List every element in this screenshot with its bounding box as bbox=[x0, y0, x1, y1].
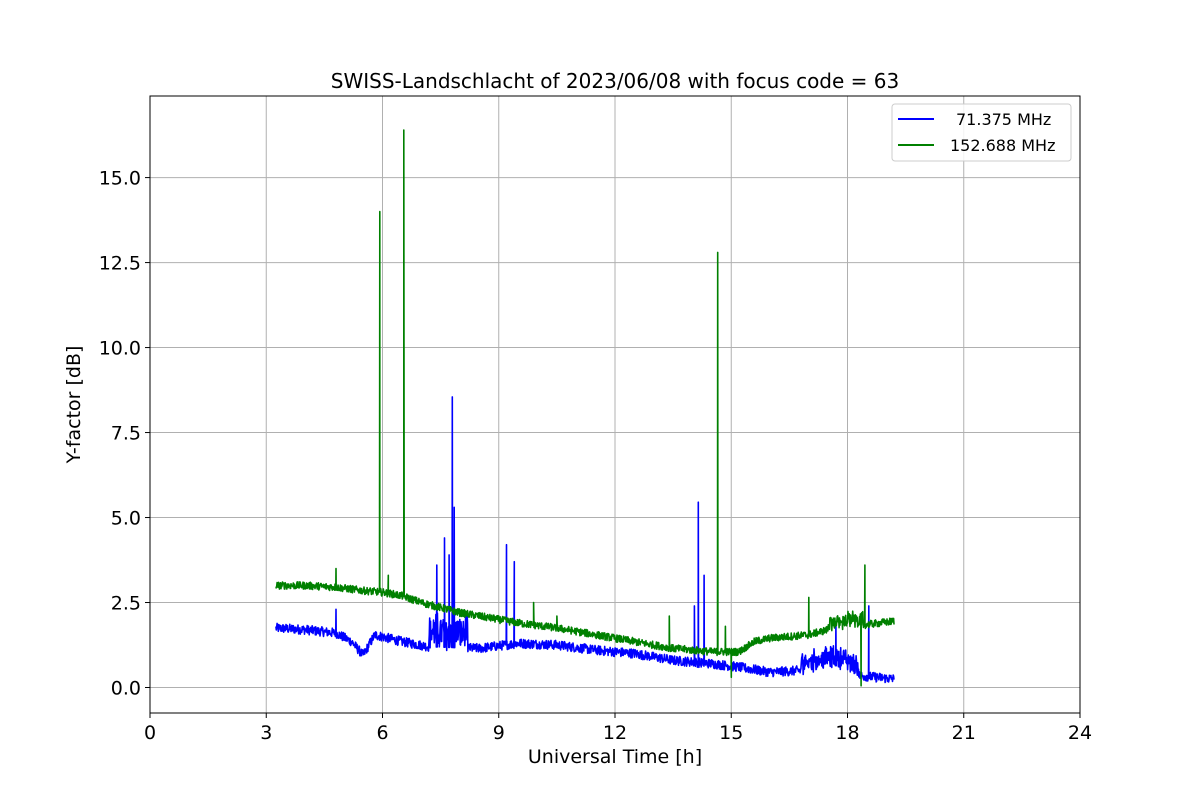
x-tick-label: 12 bbox=[603, 722, 627, 744]
chart-title: SWISS-Landschlacht of 2023/06/08 with fo… bbox=[331, 69, 899, 93]
legend: 71.375 MHz 152.688 MHz bbox=[891, 103, 1072, 162]
y-tick-label: 10.0 bbox=[99, 338, 141, 360]
x-tick-label: 0 bbox=[144, 722, 156, 744]
y-tick-label: 0.0 bbox=[111, 678, 141, 700]
x-axis-ticks: 0 3 6 9 12 15 18 21 24 bbox=[144, 713, 1092, 744]
x-tick-label: 15 bbox=[719, 722, 743, 744]
x-axis-label: Universal Time [h] bbox=[528, 746, 702, 768]
series-line-71mhz bbox=[275, 396, 895, 684]
y-axis-ticks: 0.0 2.5 5.0 7.5 10.0 12.5 15.0 bbox=[99, 168, 150, 700]
y-tick-label: 2.5 bbox=[111, 593, 141, 615]
x-tick-label: 9 bbox=[493, 722, 505, 744]
grid bbox=[150, 96, 1080, 713]
y-tick-label: 12.5 bbox=[99, 253, 141, 275]
x-tick-label: 21 bbox=[952, 722, 976, 744]
y-tick-label: 15.0 bbox=[99, 168, 141, 190]
y-tick-label: 7.5 bbox=[111, 423, 141, 445]
x-tick-label: 3 bbox=[260, 722, 272, 744]
y-tick-label: 5.0 bbox=[111, 508, 141, 530]
legend-label-71mhz: 71.375 MHz bbox=[956, 110, 1051, 129]
y-axis-label: Y-factor [dB] bbox=[63, 346, 85, 465]
plot-area bbox=[275, 129, 895, 687]
x-tick-label: 24 bbox=[1068, 722, 1092, 744]
x-tick-label: 18 bbox=[835, 722, 859, 744]
legend-box bbox=[891, 103, 1072, 162]
x-tick-label: 6 bbox=[376, 722, 388, 744]
legend-label-152mhz: 152.688 MHz bbox=[950, 136, 1055, 155]
series-line-152mhz bbox=[275, 129, 895, 687]
